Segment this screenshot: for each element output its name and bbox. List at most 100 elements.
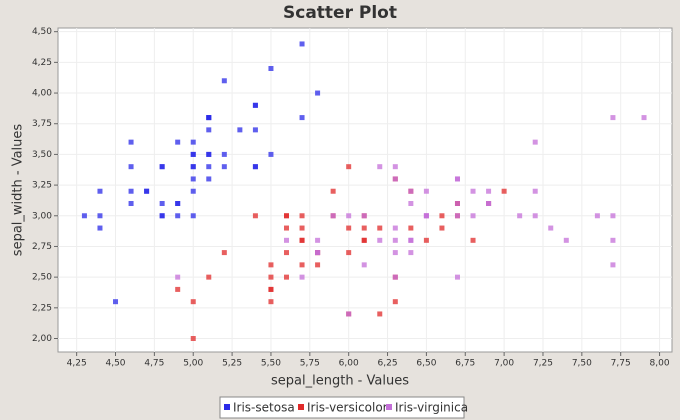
point — [454, 201, 460, 206]
plot-area — [57, 27, 673, 353]
point — [237, 127, 243, 133]
point — [268, 66, 274, 71]
point — [610, 237, 616, 243]
point — [330, 213, 336, 219]
point — [159, 164, 165, 170]
point — [268, 262, 274, 268]
y-tick-label: 2,00 — [32, 334, 52, 344]
point — [408, 225, 414, 231]
point — [284, 250, 290, 256]
legend — [219, 396, 465, 419]
point — [128, 201, 134, 206]
y-tick-label: 2,25 — [32, 303, 52, 313]
point — [330, 188, 336, 194]
point — [563, 237, 569, 243]
point — [346, 250, 352, 256]
point — [610, 213, 616, 219]
point — [206, 127, 212, 133]
x-tick-label: 6,25 — [378, 359, 398, 369]
point — [284, 274, 290, 280]
point — [268, 151, 274, 157]
point — [361, 225, 367, 231]
y-tick-label: 4,50 — [32, 27, 52, 37]
point — [190, 139, 196, 145]
point — [221, 151, 227, 157]
point — [470, 188, 476, 194]
point — [454, 274, 460, 280]
point — [97, 213, 103, 219]
x-tick-label: 4,75 — [144, 359, 164, 369]
y-tick-label: 3,75 — [32, 119, 52, 129]
point — [392, 225, 398, 231]
legend-swatch — [386, 404, 392, 410]
point — [377, 237, 383, 243]
point — [361, 213, 367, 219]
point — [97, 225, 103, 231]
x-tick-label: 7,25 — [533, 359, 553, 369]
point — [128, 139, 134, 145]
point — [377, 311, 383, 317]
x-tick-label: 7,00 — [494, 359, 514, 369]
point — [392, 250, 398, 256]
point — [299, 225, 305, 231]
point — [392, 164, 398, 170]
x-tick-label: 4,50 — [105, 359, 125, 369]
point — [486, 188, 492, 194]
legend-swatch — [224, 404, 230, 410]
x-axis-label: sepal_length - Values — [271, 374, 409, 389]
point — [175, 201, 181, 206]
point — [221, 164, 227, 170]
point — [315, 250, 321, 256]
point — [346, 164, 352, 170]
point — [299, 213, 305, 219]
point — [361, 237, 367, 243]
point — [284, 237, 290, 243]
legend-label: Iris-setosa — [233, 401, 295, 415]
point — [190, 164, 196, 170]
x-tick-label: 6,50 — [416, 359, 436, 369]
point — [423, 188, 429, 194]
x-tick-label: 6,75 — [455, 359, 475, 369]
y-tick-label: 4,00 — [32, 89, 52, 99]
point — [97, 188, 103, 194]
point — [346, 311, 352, 317]
y-tick-label: 2,50 — [32, 273, 52, 283]
point — [190, 336, 196, 341]
point — [610, 262, 616, 268]
point — [610, 115, 616, 121]
point — [315, 262, 321, 268]
point — [517, 213, 523, 219]
y-tick-label: 4,25 — [32, 58, 52, 68]
point — [128, 164, 134, 170]
point — [221, 250, 227, 256]
point — [81, 213, 87, 219]
point — [299, 262, 305, 268]
point — [159, 213, 165, 219]
point — [190, 299, 196, 305]
point — [268, 299, 274, 305]
x-tick-label: 4,25 — [67, 359, 87, 369]
point — [190, 151, 196, 157]
point — [408, 250, 414, 256]
point — [377, 225, 383, 231]
point — [206, 164, 212, 170]
point — [346, 213, 352, 219]
point — [299, 274, 305, 280]
point — [113, 299, 119, 305]
legend-label: Iris-versicolor — [307, 401, 388, 415]
x-tick-label: 5,50 — [261, 359, 281, 369]
point — [284, 225, 290, 231]
point — [128, 188, 134, 194]
point — [361, 262, 367, 268]
point — [175, 274, 181, 280]
y-tick-label: 3,25 — [32, 181, 52, 191]
point — [408, 201, 414, 206]
point — [641, 115, 647, 121]
point — [175, 213, 181, 219]
point — [423, 213, 429, 219]
point — [532, 139, 538, 145]
point — [532, 213, 538, 219]
point — [206, 274, 212, 280]
